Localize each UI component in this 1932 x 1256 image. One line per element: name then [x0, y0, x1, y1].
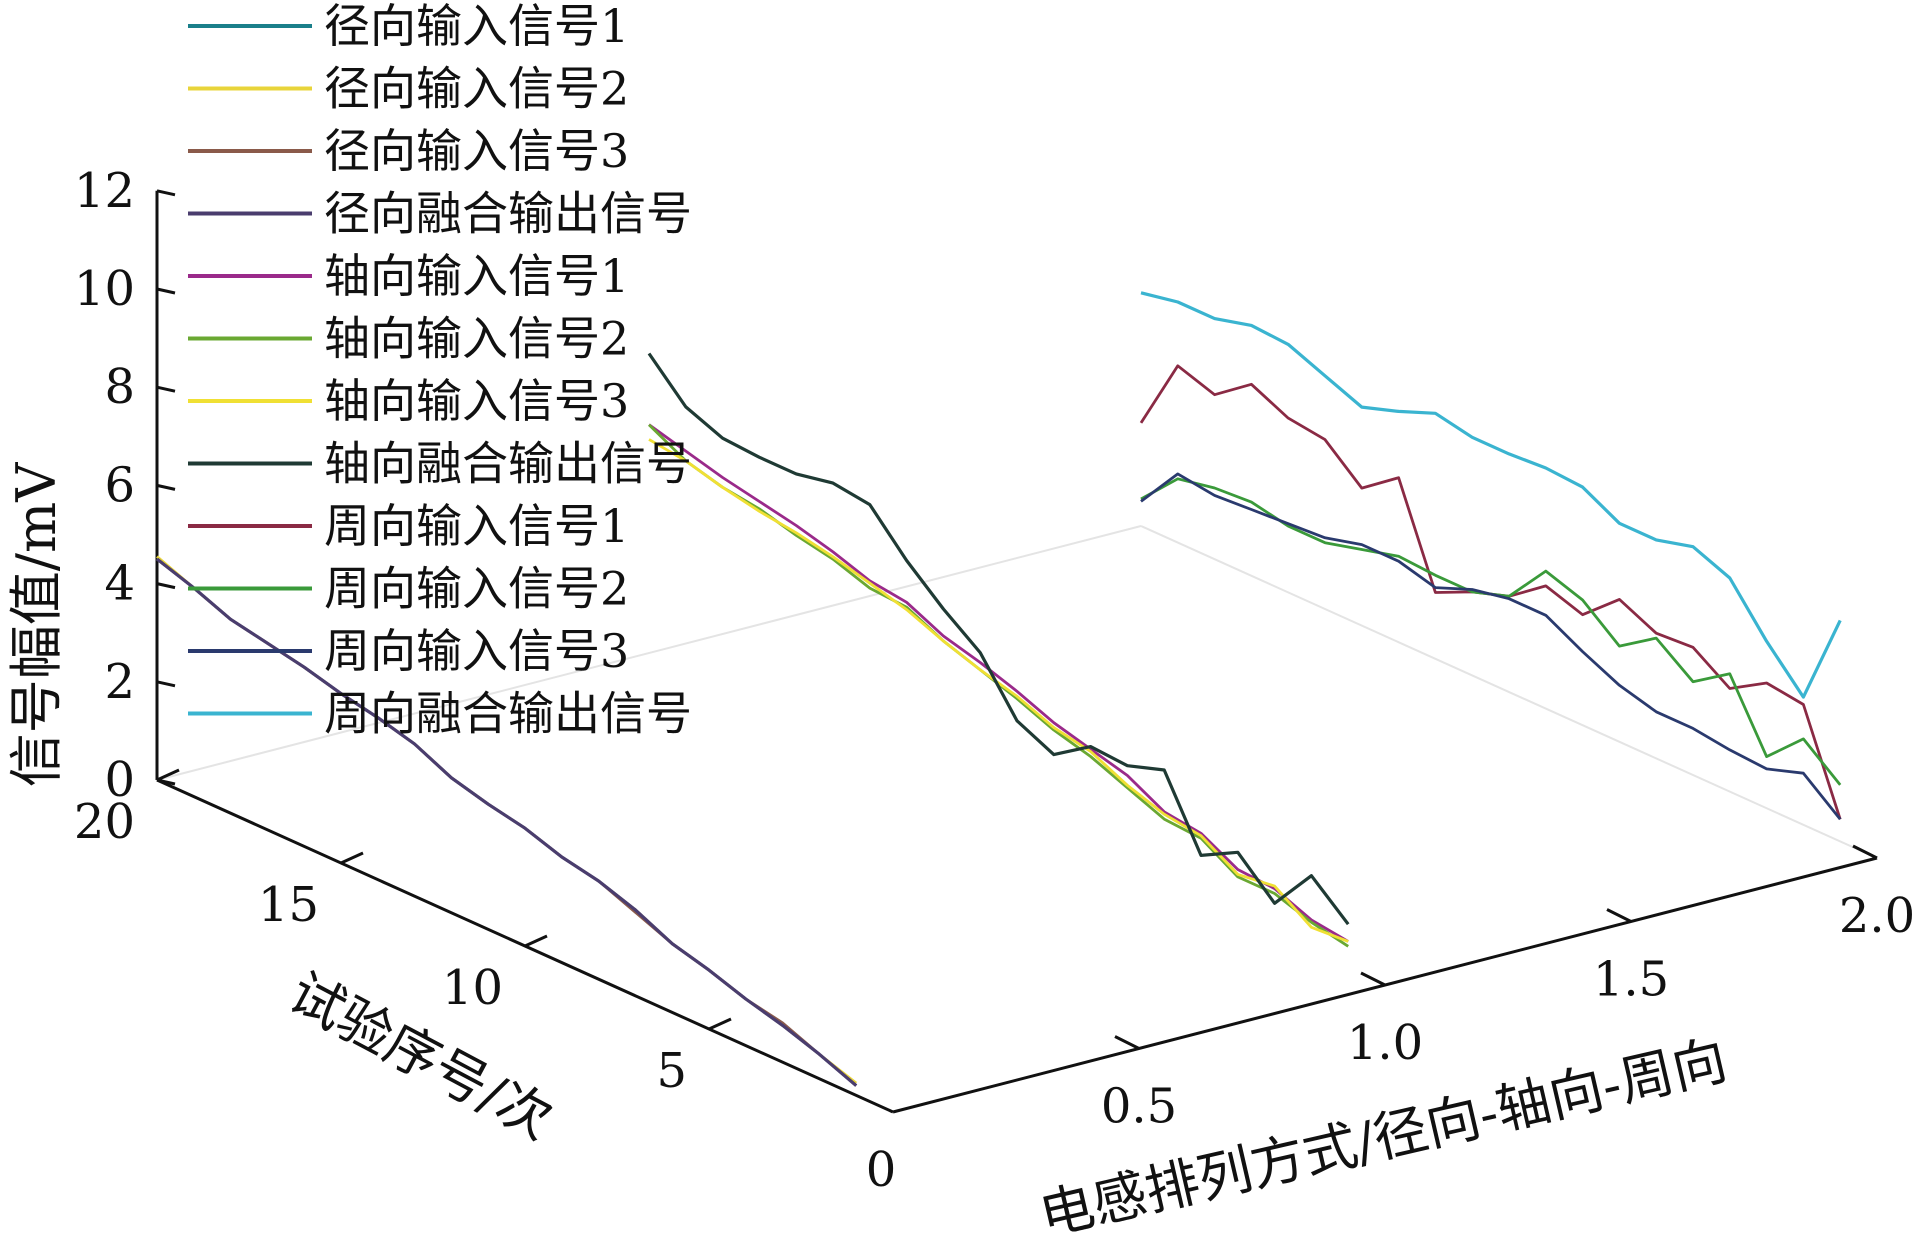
- x-tick-mark: [1606, 908, 1632, 923]
- legend-label: 径向输入信号1: [324, 0, 629, 53]
- z-tick-mark: [156, 483, 176, 491]
- x-tick-label: 1.5: [1593, 952, 1669, 1008]
- y-tick-mark: [156, 768, 180, 782]
- z-tick-mark: [156, 385, 176, 393]
- legend-label: 周向输入信号3: [324, 624, 629, 678]
- z-axis-title: 信号幅值/mV: [5, 462, 68, 787]
- legend-label: 轴向融合输出信号: [324, 437, 692, 491]
- z-tick-label: 6: [104, 457, 135, 513]
- series-lines: [156, 291, 1842, 1087]
- series-line-7: [648, 438, 1349, 943]
- legend-label: 周向融合输出信号: [324, 687, 692, 741]
- legend-label: 周向输入信号2: [324, 562, 629, 616]
- y-tick-label: 5: [656, 1043, 687, 1099]
- y-tick-mark: [708, 1017, 732, 1031]
- x-tick-mark: [1114, 1035, 1140, 1050]
- back-edge: [156, 525, 1142, 781]
- series-line-4: [156, 557, 858, 1087]
- z-tick-mark: [156, 680, 176, 688]
- series-line-5: [648, 423, 1349, 943]
- z-tick-label: 12: [74, 163, 135, 219]
- legend-label: 径向输入信号2: [324, 62, 629, 116]
- series-line-8: [647, 352, 1350, 926]
- z-tick-mark: [156, 582, 176, 590]
- z-tick-label: 4: [104, 556, 135, 612]
- z-tick-label: 8: [104, 359, 135, 415]
- y-tick-label: 10: [442, 960, 503, 1016]
- side-edge: [1140, 525, 1878, 859]
- x-tick-label: 0: [866, 1142, 897, 1198]
- legend-label: 周向输入信号1: [324, 499, 629, 553]
- y-tick-label: 20: [74, 794, 135, 850]
- y-tick-label: 15: [258, 877, 319, 933]
- series-line-11: [1140, 472, 1842, 821]
- legend-label: 径向输入信号3: [324, 124, 629, 178]
- series-line-10: [1140, 477, 1842, 786]
- z-tick-mark: [156, 189, 176, 197]
- z-tick-mark: [156, 778, 176, 786]
- legend-label: 轴向输入信号1: [324, 249, 629, 303]
- series-line-12: [1140, 291, 1842, 699]
- z-tick-label: 0: [104, 752, 135, 808]
- x-tick-label: 1.0: [1347, 1015, 1423, 1071]
- x-tick-label: 2.0: [1839, 888, 1915, 944]
- z-tick-mark: [156, 287, 176, 295]
- legend-label: 径向融合输出信号: [324, 187, 692, 241]
- x-tick-mark: [1852, 844, 1878, 860]
- y-tick-mark: [524, 934, 548, 948]
- legend-label: 轴向输入信号3: [324, 374, 629, 428]
- x-tick-label: 0.5: [1101, 1079, 1177, 1135]
- y-axis-title: 试验序号/次: [279, 961, 563, 1152]
- z-tick-label: 2: [104, 654, 135, 710]
- y-tick-mark: [340, 851, 364, 865]
- legend-label: 轴向输入信号2: [324, 312, 629, 366]
- z-tick-label: 10: [74, 261, 135, 317]
- x-tick-mark: [1360, 971, 1386, 987]
